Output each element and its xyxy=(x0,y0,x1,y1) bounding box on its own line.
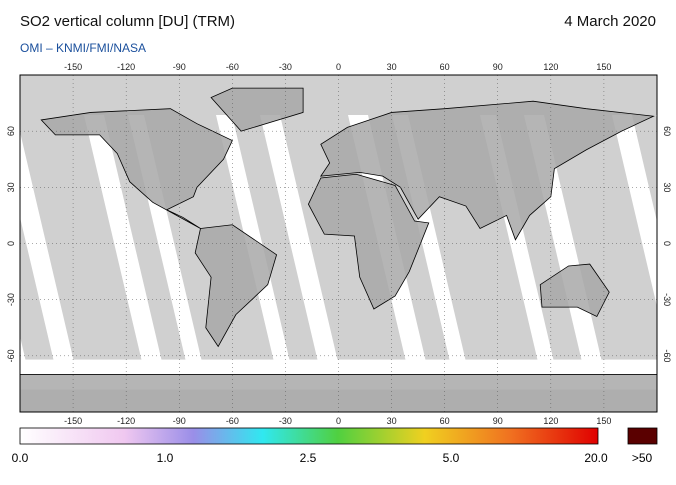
colorbar-label: 5.0 xyxy=(443,451,460,465)
lon-label-bottom: 60 xyxy=(440,416,450,426)
lon-label-bottom: -30 xyxy=(279,416,292,426)
lon-label-bottom: 30 xyxy=(387,416,397,426)
lon-label-bottom: 90 xyxy=(493,416,503,426)
continent xyxy=(319,100,655,241)
lon-label-bottom: -150 xyxy=(64,416,82,426)
lat-label-right: 60 xyxy=(662,126,672,136)
lat-label-left: 30 xyxy=(6,182,16,192)
lat-label-left: -30 xyxy=(6,293,16,306)
continent xyxy=(20,374,657,412)
map xyxy=(20,75,657,412)
continent xyxy=(210,87,304,132)
lat-label-right: 0 xyxy=(662,241,672,246)
date: 4 March 2020 xyxy=(564,13,656,30)
lat-label-left: -60 xyxy=(6,349,16,362)
lat-label-right: -30 xyxy=(662,293,672,306)
source: OMI – KNMI/FMI/NASA xyxy=(20,41,146,55)
lon-label-bottom: -60 xyxy=(226,416,239,426)
continent xyxy=(539,263,610,318)
colorbar-label: 0.0 xyxy=(12,451,29,465)
lat-label-left: 0 xyxy=(6,241,16,246)
swath xyxy=(20,132,74,362)
lon-label-top: 30 xyxy=(387,62,397,72)
swath xyxy=(612,115,657,307)
lon-label-bottom: 150 xyxy=(596,416,611,426)
swath xyxy=(260,115,338,362)
lon-label-top: 120 xyxy=(543,62,558,72)
lon-label-top: 90 xyxy=(493,62,503,72)
continent xyxy=(194,224,278,348)
map-frame xyxy=(19,74,658,413)
lon-label-top: -150 xyxy=(64,62,82,72)
colorbar-overflow-label: >50 xyxy=(632,451,653,465)
lon-label-bottom: -90 xyxy=(173,416,186,426)
swath-gap xyxy=(304,115,378,362)
lon-label-bottom: -120 xyxy=(117,416,135,426)
swath xyxy=(84,115,162,362)
colorbar-label: 1.0 xyxy=(157,451,174,465)
colorbar-overflow xyxy=(627,427,658,445)
lon-label-bottom: 0 xyxy=(336,416,341,426)
lon-label-top: 150 xyxy=(596,62,611,72)
lat-label-left: 60 xyxy=(6,126,16,136)
swath-gap xyxy=(40,115,114,362)
colorbar xyxy=(19,427,599,445)
lon-label-top: -30 xyxy=(279,62,292,72)
lon-label-top: 60 xyxy=(440,62,450,72)
lon-label-bottom: 120 xyxy=(543,416,558,426)
swath-gap xyxy=(568,115,642,362)
lat-label-right: -60 xyxy=(662,349,672,362)
lon-label-top: -60 xyxy=(226,62,239,72)
continent xyxy=(40,108,233,229)
lon-label-top: -120 xyxy=(117,62,135,72)
colorbar-label: 20.0 xyxy=(584,451,608,465)
lon-label-top: -90 xyxy=(173,62,186,72)
colorbar-label: 2.5 xyxy=(300,451,317,465)
lat-label-right: 30 xyxy=(662,182,672,192)
title: SO2 vertical column [DU] (TRM) xyxy=(20,13,235,30)
swath xyxy=(656,115,657,120)
lon-label-top: 0 xyxy=(336,62,341,72)
